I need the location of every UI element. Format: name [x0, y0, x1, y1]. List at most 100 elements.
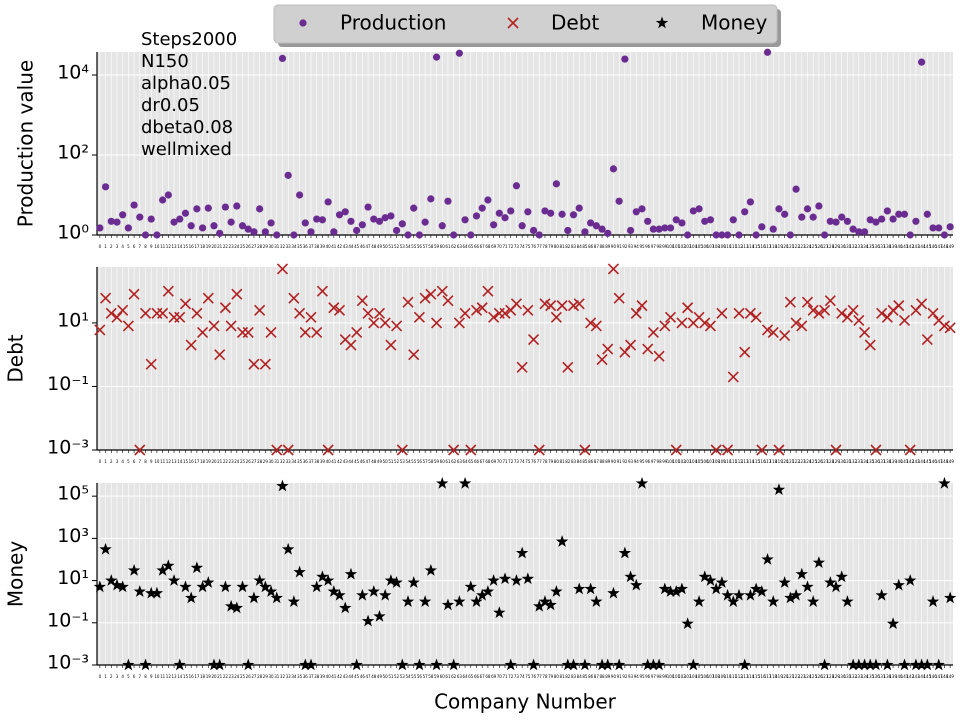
marker [573, 298, 585, 310]
x-tick-label: 76 [531, 244, 537, 249]
marker [441, 598, 455, 611]
marker [202, 576, 215, 588]
marker [390, 576, 403, 588]
x-tick-label: 71 [502, 674, 508, 679]
x-tick-label: 42 [337, 459, 343, 464]
marker [393, 226, 401, 235]
x-tick-label: 134 [861, 674, 869, 679]
x-tick-label: 114 [747, 674, 755, 679]
x-tick-label: 33 [286, 244, 292, 249]
marker [273, 231, 281, 239]
marker [208, 320, 220, 332]
marker [889, 215, 897, 223]
x-tick-label: 15 [183, 459, 189, 464]
x-tick-label: 8 [144, 459, 147, 464]
marker [550, 585, 563, 597]
marker [832, 218, 840, 226]
marker [227, 218, 235, 226]
x-tick-label: 126 [815, 459, 823, 464]
marker [929, 224, 937, 232]
x-tick-label: 72 [508, 674, 514, 679]
marker [758, 223, 766, 231]
marker [801, 580, 814, 593]
x-tick-label: 147 [935, 459, 943, 464]
marker [111, 311, 123, 323]
marker [307, 228, 315, 236]
legend: Production Debt Money [273, 4, 781, 47]
x-tick-label: 126 [815, 674, 823, 679]
marker [632, 208, 640, 216]
x-tick-label: 98 [657, 674, 663, 679]
marker [590, 595, 603, 607]
x-tick-label: 53 [400, 244, 406, 249]
x-tick-label: 117 [764, 244, 772, 249]
marker [164, 191, 172, 199]
marker [122, 320, 134, 332]
x-tick-label: 142 [906, 244, 914, 249]
marker [430, 317, 443, 329]
marker [658, 582, 671, 595]
marker [373, 307, 386, 319]
annotation: alpha0.05 [141, 73, 231, 94]
x-tick-label: 29 [263, 459, 269, 464]
x-tick-label: 101 [672, 674, 680, 679]
marker [853, 314, 865, 326]
marker [545, 300, 557, 312]
x-tick-label: 112 [735, 674, 743, 679]
x-tick-label: 102 [678, 674, 686, 679]
y-tick-label: 10⁻³ [47, 437, 89, 459]
x-tick-label: 103 [684, 674, 692, 679]
marker [256, 205, 264, 213]
marker [918, 58, 926, 66]
x-tick-label: 107 [707, 674, 715, 679]
legend-label: Production [340, 11, 446, 35]
x-tick-label: 136 [872, 244, 880, 249]
x-tick-label: 91 [617, 459, 623, 464]
marker [470, 595, 483, 607]
x-tick-label: 7 [139, 459, 142, 464]
x-tick-label: 52 [394, 674, 400, 679]
x-tick-label: 38 [314, 674, 320, 679]
marker [495, 209, 503, 217]
x-tick-label: 40 [326, 244, 332, 249]
marker [458, 476, 472, 489]
marker [282, 444, 294, 456]
x-tick-label: 76 [531, 674, 537, 679]
x-tick-label: 125 [809, 459, 817, 464]
x-tick-label: 96 [645, 459, 651, 464]
x-tick-label: 82 [565, 459, 571, 464]
x-tick-label: 147 [935, 674, 943, 679]
marker [410, 204, 418, 212]
x-tick-label: 66 [474, 244, 480, 249]
marker [807, 595, 820, 607]
legend-marker [655, 16, 669, 29]
x-tick-label: 128 [826, 674, 834, 679]
x-tick-label: 54 [405, 459, 411, 464]
marker [247, 591, 261, 604]
marker [93, 580, 107, 593]
x-tick-label: 128 [826, 459, 834, 464]
x-tick-label: 2 [110, 244, 113, 249]
marker [625, 339, 637, 351]
marker [173, 658, 186, 671]
marker [846, 658, 860, 671]
x-tick-label: 114 [747, 459, 755, 464]
x-tick-label: 130 [838, 459, 846, 464]
marker [661, 224, 669, 232]
x-tick-label: 75 [525, 674, 531, 679]
marker [746, 198, 755, 206]
x-tick-label: 108 [712, 459, 720, 464]
marker [134, 444, 146, 456]
marker [900, 210, 909, 218]
marker [642, 343, 654, 355]
x-tick-label: 20 [211, 459, 217, 464]
marker [729, 216, 737, 224]
x-tick-label: 55 [411, 674, 417, 679]
x-tick-label: 56 [417, 244, 423, 249]
marker [236, 580, 249, 593]
x-tick-label: 94 [634, 459, 640, 464]
subplot: 0 1 2 3 4 5 6 7 8 9 10 11 12 13 14 15 16 17 18 19 20 21 22 23 24… [4, 263, 956, 464]
x-tick-label: 34 [291, 459, 297, 464]
x-tick-label: 129 [832, 244, 840, 249]
x-tick-label: 108 [712, 244, 720, 249]
